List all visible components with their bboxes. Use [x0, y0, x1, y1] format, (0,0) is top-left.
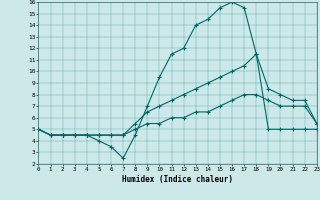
X-axis label: Humidex (Indice chaleur): Humidex (Indice chaleur): [122, 175, 233, 184]
